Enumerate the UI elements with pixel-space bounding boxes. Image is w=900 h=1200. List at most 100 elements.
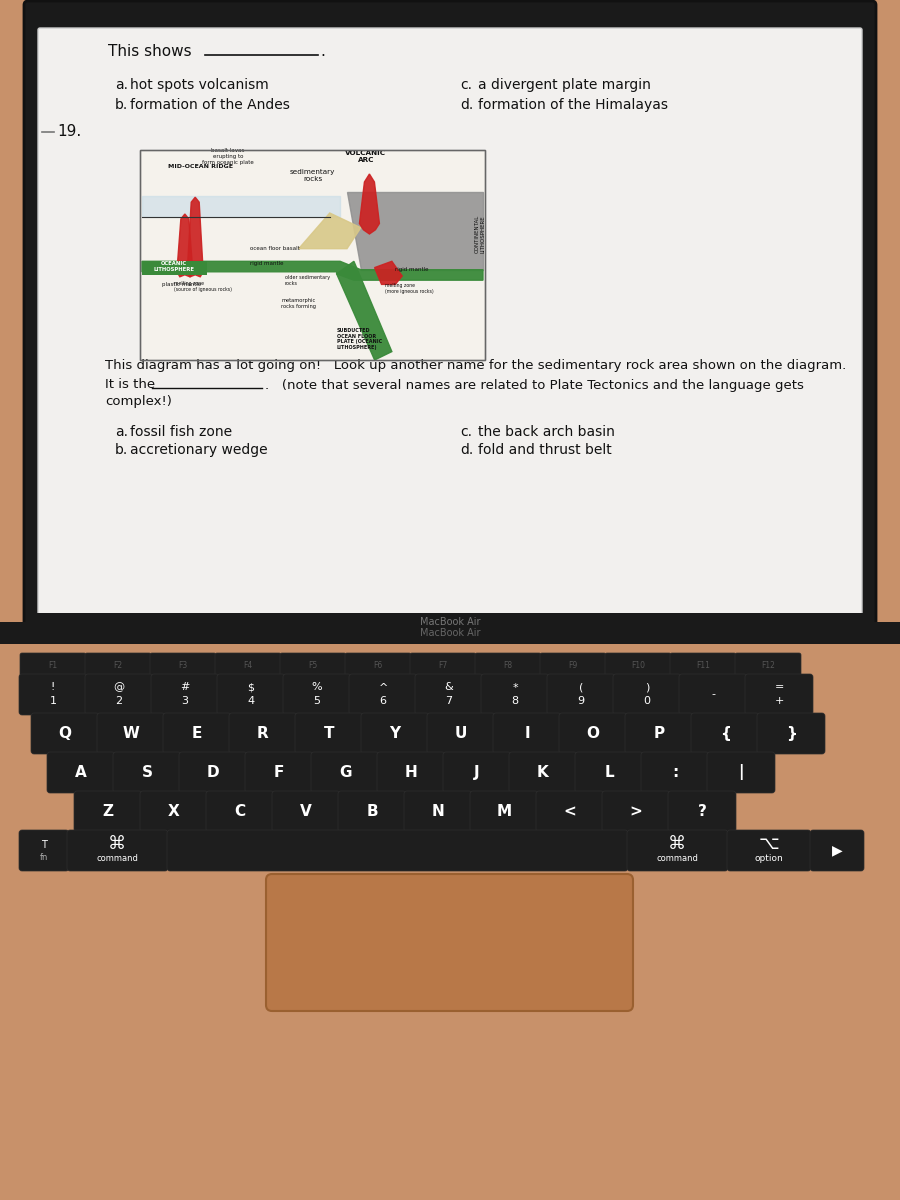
Text: &: & — [445, 683, 454, 692]
Text: |: | — [738, 764, 743, 780]
FancyBboxPatch shape — [707, 752, 775, 793]
FancyBboxPatch shape — [613, 674, 681, 715]
FancyBboxPatch shape — [404, 791, 472, 832]
FancyBboxPatch shape — [493, 713, 561, 754]
FancyBboxPatch shape — [20, 653, 86, 679]
FancyBboxPatch shape — [559, 713, 627, 754]
Text: }: } — [786, 726, 796, 740]
FancyBboxPatch shape — [345, 653, 411, 679]
Polygon shape — [359, 174, 380, 234]
FancyBboxPatch shape — [602, 791, 670, 832]
FancyBboxPatch shape — [295, 713, 363, 754]
FancyBboxPatch shape — [475, 653, 541, 679]
Text: G: G — [338, 766, 351, 780]
Text: ▶: ▶ — [832, 844, 842, 858]
Text: ?: ? — [698, 804, 706, 818]
Text: F6: F6 — [374, 661, 382, 671]
Text: F3: F3 — [178, 661, 187, 671]
Text: option: option — [754, 853, 783, 863]
FancyBboxPatch shape — [217, 674, 285, 715]
Text: B: B — [366, 804, 378, 818]
Polygon shape — [374, 262, 402, 284]
Text: 19.: 19. — [57, 125, 81, 139]
Text: F: F — [274, 766, 284, 780]
FancyBboxPatch shape — [113, 752, 181, 793]
FancyBboxPatch shape — [167, 830, 628, 871]
Bar — [140, 150, 485, 360]
Text: W: W — [122, 726, 140, 740]
Polygon shape — [299, 214, 361, 248]
Text: fold and thrust belt: fold and thrust belt — [478, 443, 612, 457]
Text: fn: fn — [40, 853, 49, 862]
Bar — [0, 622, 900, 644]
FancyBboxPatch shape — [605, 653, 671, 679]
Bar — [140, 150, 485, 360]
Text: F8: F8 — [503, 661, 513, 671]
Text: MacBook Air: MacBook Air — [419, 617, 481, 626]
Text: T: T — [41, 840, 47, 851]
Text: d.: d. — [460, 443, 473, 457]
Text: older sedimentary
rocks: older sedimentary rocks — [285, 275, 330, 286]
FancyBboxPatch shape — [163, 713, 231, 754]
FancyBboxPatch shape — [361, 713, 429, 754]
FancyBboxPatch shape — [536, 791, 604, 832]
FancyBboxPatch shape — [470, 791, 538, 832]
Text: formation of the Andes: formation of the Andes — [130, 98, 290, 112]
FancyBboxPatch shape — [757, 713, 825, 754]
FancyBboxPatch shape — [283, 674, 351, 715]
Text: *: * — [512, 683, 517, 692]
Text: command: command — [96, 853, 138, 863]
Text: C: C — [234, 804, 246, 818]
Text: =: = — [774, 683, 784, 692]
Text: plastic mantle: plastic mantle — [162, 282, 202, 287]
Text: 4: 4 — [248, 696, 255, 707]
FancyBboxPatch shape — [229, 713, 297, 754]
FancyBboxPatch shape — [735, 653, 801, 679]
Text: H: H — [405, 766, 418, 780]
FancyBboxPatch shape — [206, 791, 274, 832]
Text: 5: 5 — [313, 696, 320, 707]
Text: metamorphic
rocks forming: metamorphic rocks forming — [282, 298, 317, 308]
FancyBboxPatch shape — [691, 713, 759, 754]
Text: the back arch basin: the back arch basin — [478, 425, 615, 439]
FancyBboxPatch shape — [140, 791, 208, 832]
Text: ): ) — [644, 683, 649, 692]
Polygon shape — [142, 262, 483, 281]
Text: rigid mantle: rigid mantle — [395, 268, 428, 272]
Text: P: P — [653, 726, 664, 740]
FancyBboxPatch shape — [481, 674, 549, 715]
FancyBboxPatch shape — [97, 713, 165, 754]
Text: c.: c. — [460, 78, 472, 92]
Text: a.: a. — [115, 78, 128, 92]
Text: This diagram has a lot going on!   Look up another name for the sedimentary rock: This diagram has a lot going on! Look up… — [105, 360, 846, 372]
Text: U: U — [454, 726, 467, 740]
Text: MID-OCEAN RIDGE: MID-OCEAN RIDGE — [167, 164, 232, 169]
FancyBboxPatch shape — [745, 674, 813, 715]
Text: J: J — [474, 766, 480, 780]
FancyBboxPatch shape — [349, 674, 417, 715]
Text: F1: F1 — [49, 661, 58, 671]
Text: K: K — [537, 766, 549, 780]
FancyBboxPatch shape — [575, 752, 643, 793]
Text: SUBDUCTED
OCEAN FLOOR
PLATE (OCEANIC
LITHOSPHERE): SUBDUCTED OCEAN FLOOR PLATE (OCEANIC LIT… — [337, 328, 382, 350]
Text: basalt lavas
erupting to
form oceanic plate: basalt lavas erupting to form oceanic pl… — [202, 148, 254, 164]
FancyBboxPatch shape — [280, 653, 346, 679]
Text: 1: 1 — [50, 696, 57, 707]
FancyBboxPatch shape — [641, 752, 709, 793]
FancyBboxPatch shape — [679, 674, 747, 715]
Text: d.: d. — [460, 98, 473, 112]
Text: 2: 2 — [115, 696, 122, 707]
FancyBboxPatch shape — [427, 713, 495, 754]
Text: 0: 0 — [644, 696, 651, 707]
FancyBboxPatch shape — [810, 830, 864, 871]
Text: <: < — [563, 804, 576, 818]
Text: @: @ — [113, 683, 124, 692]
Text: This shows: This shows — [108, 44, 192, 60]
Bar — [28, 613, 872, 631]
Text: >: > — [630, 804, 643, 818]
Text: I: I — [524, 726, 530, 740]
Text: T: T — [324, 726, 334, 740]
Text: A: A — [75, 766, 87, 780]
Bar — [142, 260, 207, 275]
FancyBboxPatch shape — [150, 653, 216, 679]
